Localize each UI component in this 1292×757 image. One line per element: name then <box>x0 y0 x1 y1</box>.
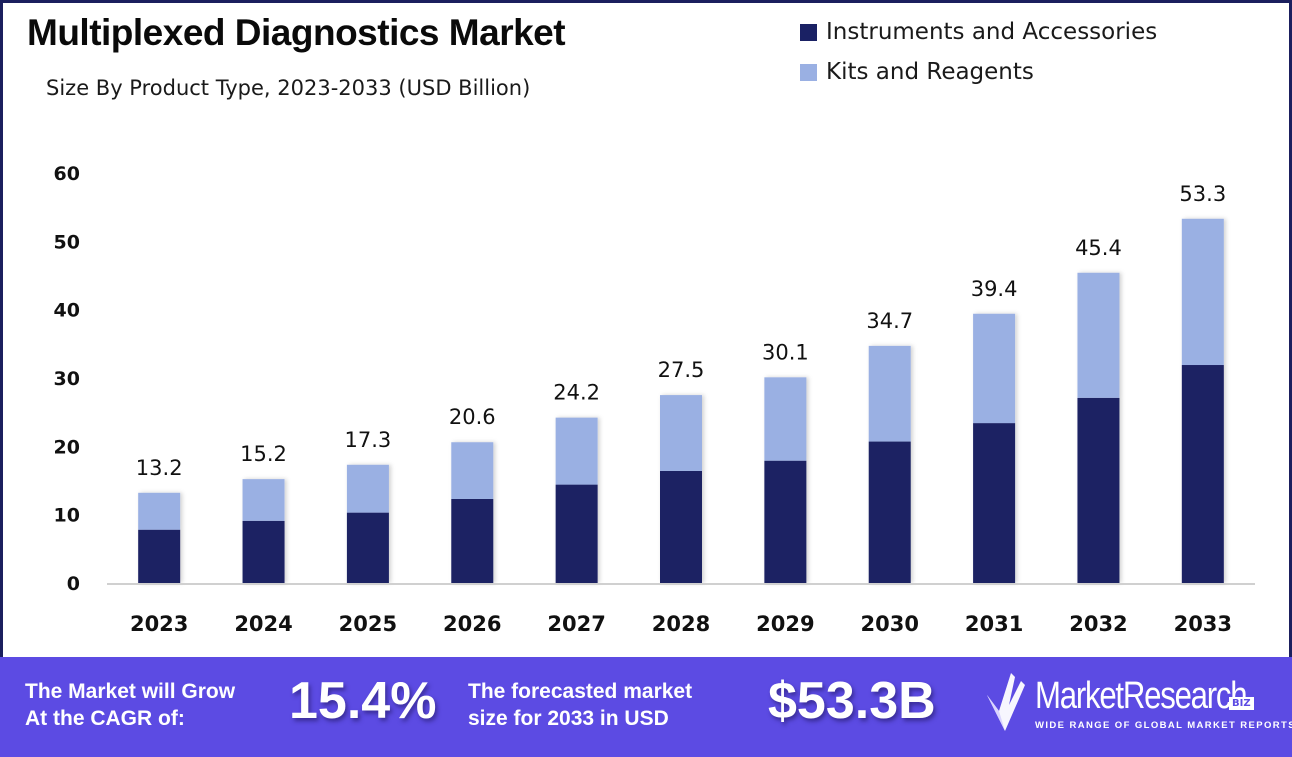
total-value-label: 24.2 <box>553 381 600 405</box>
x-tick-label: 2027 <box>547 612 605 636</box>
legend-label-instruments: Instruments and Accessories <box>826 19 1158 45</box>
bar-kits-reagents[interactable] <box>868 345 911 442</box>
y-tick-label: 30 <box>54 368 80 390</box>
bar-kits-reagents[interactable] <box>660 395 702 471</box>
bar-kits-reagents[interactable] <box>346 464 389 513</box>
y-tick-label: 50 <box>54 231 80 253</box>
bar-instruments-accessories[interactable] <box>138 529 181 583</box>
bar-kits-reagents[interactable] <box>1077 272 1120 398</box>
x-tick-label: 2033 <box>1174 612 1232 636</box>
logo-name: MarketResearch <box>1035 675 1248 717</box>
bar-kits-reagents[interactable] <box>555 417 598 485</box>
bar-stack[interactable] <box>973 313 1016 583</box>
legend-item-instruments[interactable]: Instruments and Accessories <box>800 12 1157 52</box>
total-value-label: 45.4 <box>1075 236 1122 260</box>
bar-stack[interactable] <box>1077 272 1120 583</box>
x-tick-label: 2028 <box>652 612 710 636</box>
bar-stack[interactable] <box>138 492 181 583</box>
bar-stack[interactable] <box>451 442 494 583</box>
legend-item-kits[interactable]: Kits and Reagents <box>800 52 1157 92</box>
legend-label-kits: Kits and Reagents <box>826 59 1034 85</box>
bar-stack[interactable] <box>1181 218 1224 583</box>
y-tick-label: 60 <box>54 163 80 185</box>
chart-legend: Instruments and Accessories Kits and Rea… <box>800 12 1157 92</box>
check-chevron-logo-icon <box>987 673 1025 731</box>
bar-kits-reagents[interactable] <box>451 442 494 499</box>
bar-kits-reagents[interactable] <box>138 492 181 530</box>
logo-tagline: WIDE RANGE OF GLOBAL MARKET REPORTS <box>1035 720 1292 731</box>
total-value-label: 13.2 <box>136 456 183 480</box>
total-value-label: 39.4 <box>971 277 1018 301</box>
summary-banner: The Market will Grow At the CAGR of: 15.… <box>0 657 1292 757</box>
total-value-label: 15.2 <box>240 442 287 466</box>
bar-instruments-accessories[interactable] <box>764 460 807 583</box>
x-tick-label: 2025 <box>339 612 397 636</box>
bar-kits-reagents[interactable] <box>1181 218 1224 366</box>
forecast-text-line2: size for 2033 in USD <box>468 707 669 730</box>
bar-instruments-accessories[interactable] <box>555 484 598 583</box>
bar-kits-reagents[interactable] <box>242 479 285 521</box>
total-value-label: 27.5 <box>658 358 705 382</box>
y-tick-label: 40 <box>54 300 80 322</box>
marketresearch-logo[interactable]: MarketResearch BIZ WIDE RANGE OF GLOBAL … <box>985 671 1292 743</box>
bar-kits-reagents[interactable] <box>764 377 807 461</box>
bar-stack[interactable] <box>764 377 807 583</box>
chart-title: Multiplexed Diagnostics Market <box>27 12 566 53</box>
y-tick-label: 10 <box>54 505 80 527</box>
bar-instruments-accessories[interactable] <box>1181 365 1224 583</box>
total-value-label: 34.7 <box>866 309 913 333</box>
forecast-description: The forecasted market size for 2033 in U… <box>468 678 692 732</box>
bars-group <box>138 218 1224 583</box>
bar-instruments-accessories[interactable] <box>242 520 285 583</box>
x-tick-label: 2026 <box>443 612 501 636</box>
cagr-text-line2: At the CAGR of: <box>25 707 185 730</box>
cagr-description: The Market will Grow At the CAGR of: <box>25 678 235 732</box>
x-axis: 2023 2024 2025 2026 2027 2028 2029 2030 2031 2032… <box>130 612 1232 636</box>
bar-instruments-accessories[interactable] <box>660 470 702 583</box>
total-value-label: 30.1 <box>762 340 809 364</box>
total-value-labels: 13.2 15.2 17.3 20.6 24.2 27.5 30.1 34.7 39.4 45.4… <box>136 182 1226 480</box>
y-axis: 0 10 20 30 40 50 60 <box>54 163 80 595</box>
y-tick-label: 0 <box>67 573 80 595</box>
bar-instruments-accessories[interactable] <box>1077 397 1120 583</box>
chart-card <box>0 0 1292 657</box>
total-value-label: 17.3 <box>345 428 392 452</box>
forecast-text-line1: The forecasted market <box>468 680 693 703</box>
y-tick-label: 20 <box>54 436 80 458</box>
chart-subtitle: Size By Product Type, 2023-2033 (USD Bil… <box>46 76 531 100</box>
bar-instruments-accessories[interactable] <box>451 498 494 583</box>
legend-swatch-instruments <box>800 23 817 41</box>
x-tick-label: 2031 <box>965 612 1023 636</box>
bar-instruments-accessories[interactable] <box>346 512 389 583</box>
bar-stack[interactable] <box>555 417 598 583</box>
bar-stack[interactable] <box>346 464 389 583</box>
legend-swatch-kits <box>800 63 817 81</box>
x-tick-label: 2032 <box>1069 612 1127 636</box>
x-tick-label: 2030 <box>861 612 919 636</box>
cagr-value: 15.4% <box>289 672 437 730</box>
logo-badge: BIZ <box>1229 697 1254 710</box>
total-value-label: 20.6 <box>449 405 496 429</box>
x-tick-label: 2029 <box>756 612 814 636</box>
cagr-text-line1: The Market will Grow <box>25 680 236 703</box>
bar-instruments-accessories[interactable] <box>868 441 911 583</box>
bar-instruments-accessories[interactable] <box>973 423 1016 583</box>
bar-kits-reagents[interactable] <box>973 313 1016 424</box>
bar-stack[interactable] <box>868 345 911 583</box>
x-tick-label: 2023 <box>130 612 188 636</box>
bar-stack[interactable] <box>242 479 285 583</box>
bar-stack[interactable] <box>660 395 702 583</box>
forecast-value: $53.3B <box>768 672 936 730</box>
x-tick-label: 2024 <box>234 612 292 636</box>
total-value-label: 53.3 <box>1179 182 1226 206</box>
